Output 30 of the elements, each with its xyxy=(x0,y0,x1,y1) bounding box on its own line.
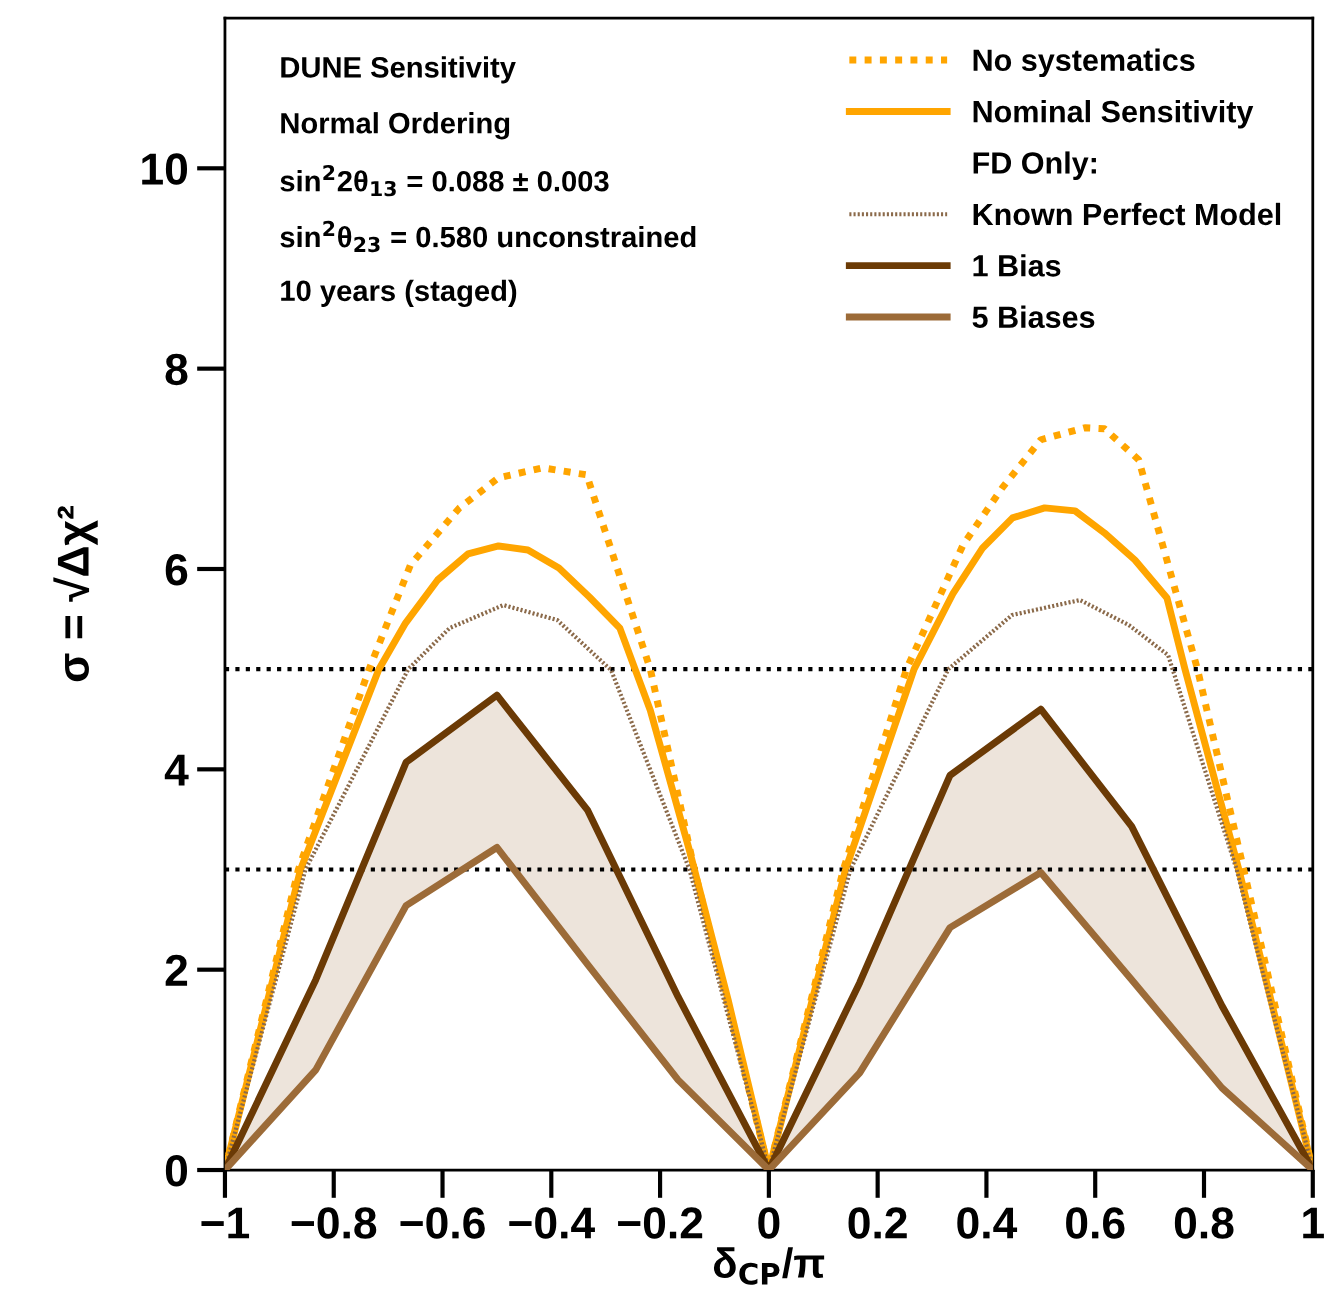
y-tick-label: 0 xyxy=(165,1155,188,1187)
legend-label: Nominal Sensitivity xyxy=(973,100,1254,129)
annotation: sin$^{2}$θ$_{23}$ = 0.580 unconstrained xyxy=(280,220,696,253)
x-tick-label: 0 xyxy=(758,1207,780,1239)
x-tick-label: 0.2 xyxy=(848,1207,907,1239)
legend-label: 5 Biases xyxy=(972,305,1095,329)
annotation: Normal Ordering xyxy=(281,112,510,140)
y-axis-title: σ = √Δχ² xyxy=(53,506,98,682)
annotation: 10 years (staged) xyxy=(281,279,517,308)
y-tick-label: 4 xyxy=(164,754,189,786)
x-tick-label: 0.6 xyxy=(1066,1207,1125,1239)
x-tick-label: −0.8 xyxy=(291,1207,377,1239)
x-tick-label: −0.2 xyxy=(618,1207,703,1239)
x-tick-label: 0.4 xyxy=(957,1207,1018,1239)
annotation: DUNE Sensitivity xyxy=(281,56,516,84)
annotation: sin$^{2}$2θ$_{13}$ = 0.088 ± 0.003 xyxy=(280,164,609,197)
legend-label: No systematics xyxy=(973,48,1195,78)
y-tick-label: 8 xyxy=(165,353,188,386)
x-tick-label: 0.8 xyxy=(1174,1207,1234,1239)
legend-label: Known Perfect Model xyxy=(973,202,1281,226)
y-tick-label: 6 xyxy=(165,554,188,586)
x-tick-label: −1 xyxy=(201,1207,250,1239)
x-tick-label: 1 xyxy=(1303,1207,1324,1239)
legend-label: 1 Bias xyxy=(973,254,1061,277)
x-axis-title: δ$_{CP}$/π xyxy=(713,1247,825,1285)
y-tick-label: 2 xyxy=(165,954,188,986)
x-tick-label: −0.4 xyxy=(509,1207,595,1239)
x-tick-label: −0.6 xyxy=(400,1207,485,1239)
y-tick-label: 10 xyxy=(142,153,188,185)
text: FD Only: xyxy=(973,151,1096,180)
